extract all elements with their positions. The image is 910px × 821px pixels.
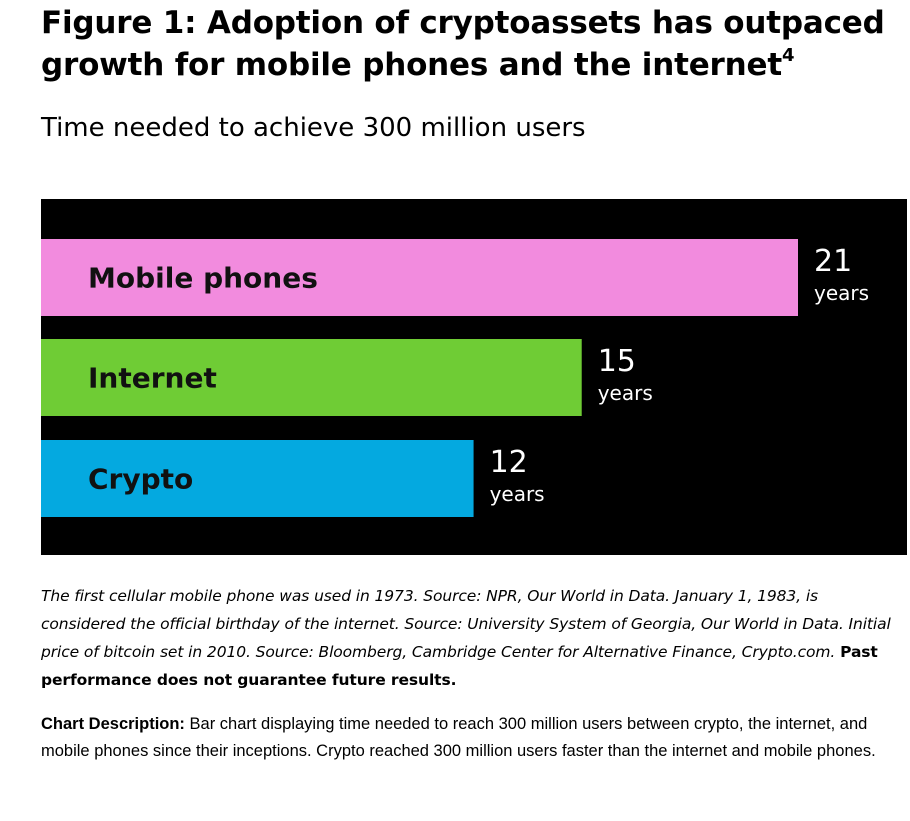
value-label-crypto: 12 [490, 445, 528, 480]
source-caption: The first cellular mobile phone was used… [41, 582, 903, 694]
bar-label-internet: Internet [88, 362, 217, 395]
chart-description-text: Bar chart displaying time needed to reac… [41, 715, 876, 760]
source-caption-text: The first cellular mobile phone was used… [41, 587, 891, 661]
bar-label-crypto: Crypto [88, 463, 193, 496]
value-label-internet: 15 [598, 344, 636, 379]
bar-mobile-phones [41, 239, 798, 316]
bar-label-mobile-phones: Mobile phones [88, 262, 318, 295]
figure-title-text: Figure 1: Adoption of cryptoassets has o… [41, 5, 885, 83]
bar-internet [41, 339, 582, 416]
chart-description-label: Chart Description: [41, 715, 185, 733]
figure-title: Figure 1: Adoption of cryptoassets has o… [41, 2, 901, 86]
value-label-mobile-phones: 21 [814, 244, 852, 279]
bar-chart: Mobile phones 21 years Internet 15 years Crypt… [41, 199, 907, 555]
value-unit-internet: years [598, 381, 653, 405]
bar-crypto [41, 440, 474, 517]
chart-subtitle: Time needed to achieve 300 million users [41, 113, 586, 143]
value-unit-crypto: years [490, 482, 545, 506]
footnote-marker: 4 [781, 45, 795, 66]
value-unit-mobile-phones: years [814, 281, 869, 305]
chart-description: Chart Description: Bar chart displaying … [41, 711, 903, 765]
performance-disclaimer: Past performance does not guarantee futu… [41, 643, 878, 689]
